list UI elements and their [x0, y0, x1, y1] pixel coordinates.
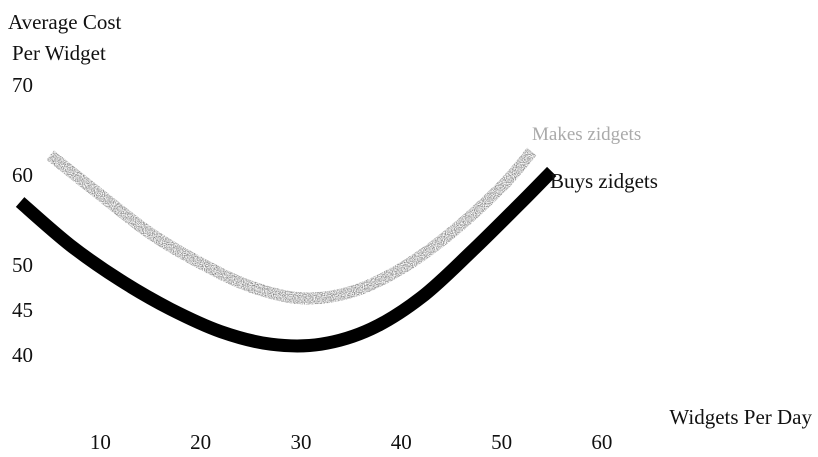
x-tick-label: 20 — [190, 430, 211, 454]
series-line-makes-zidgets — [46, 147, 537, 305]
y-tick-label: 40 — [12, 343, 33, 367]
y-tick-label: 70 — [12, 73, 33, 97]
y-tick-label: 60 — [12, 163, 33, 187]
x-tick-label: 30 — [290, 430, 311, 454]
series-line-buys-zidgets — [15, 166, 557, 353]
x-tick-label: 60 — [591, 430, 612, 454]
y-axis-title-line-2: Per Widget — [12, 41, 106, 65]
x-tick-label: 50 — [491, 430, 512, 454]
x-tick-label: 10 — [90, 430, 111, 454]
x-tick-label: 40 — [391, 430, 412, 454]
series-label-buys-zidgets: Buys zidgets — [550, 169, 658, 193]
y-tick-label: 50 — [12, 253, 33, 277]
y-tick-label: 45 — [12, 298, 33, 322]
y-axis-title-line-1: Average Cost — [8, 10, 121, 34]
x-axis-ticks: 10 20 30 40 50 60 — [90, 430, 613, 454]
series-layer — [15, 147, 557, 353]
y-axis-ticks: 70 60 50 45 40 — [12, 73, 33, 367]
series-label-makes-zidgets: Makes zidgets — [532, 124, 641, 145]
x-axis-title: Widgets Per Day — [669, 405, 812, 429]
